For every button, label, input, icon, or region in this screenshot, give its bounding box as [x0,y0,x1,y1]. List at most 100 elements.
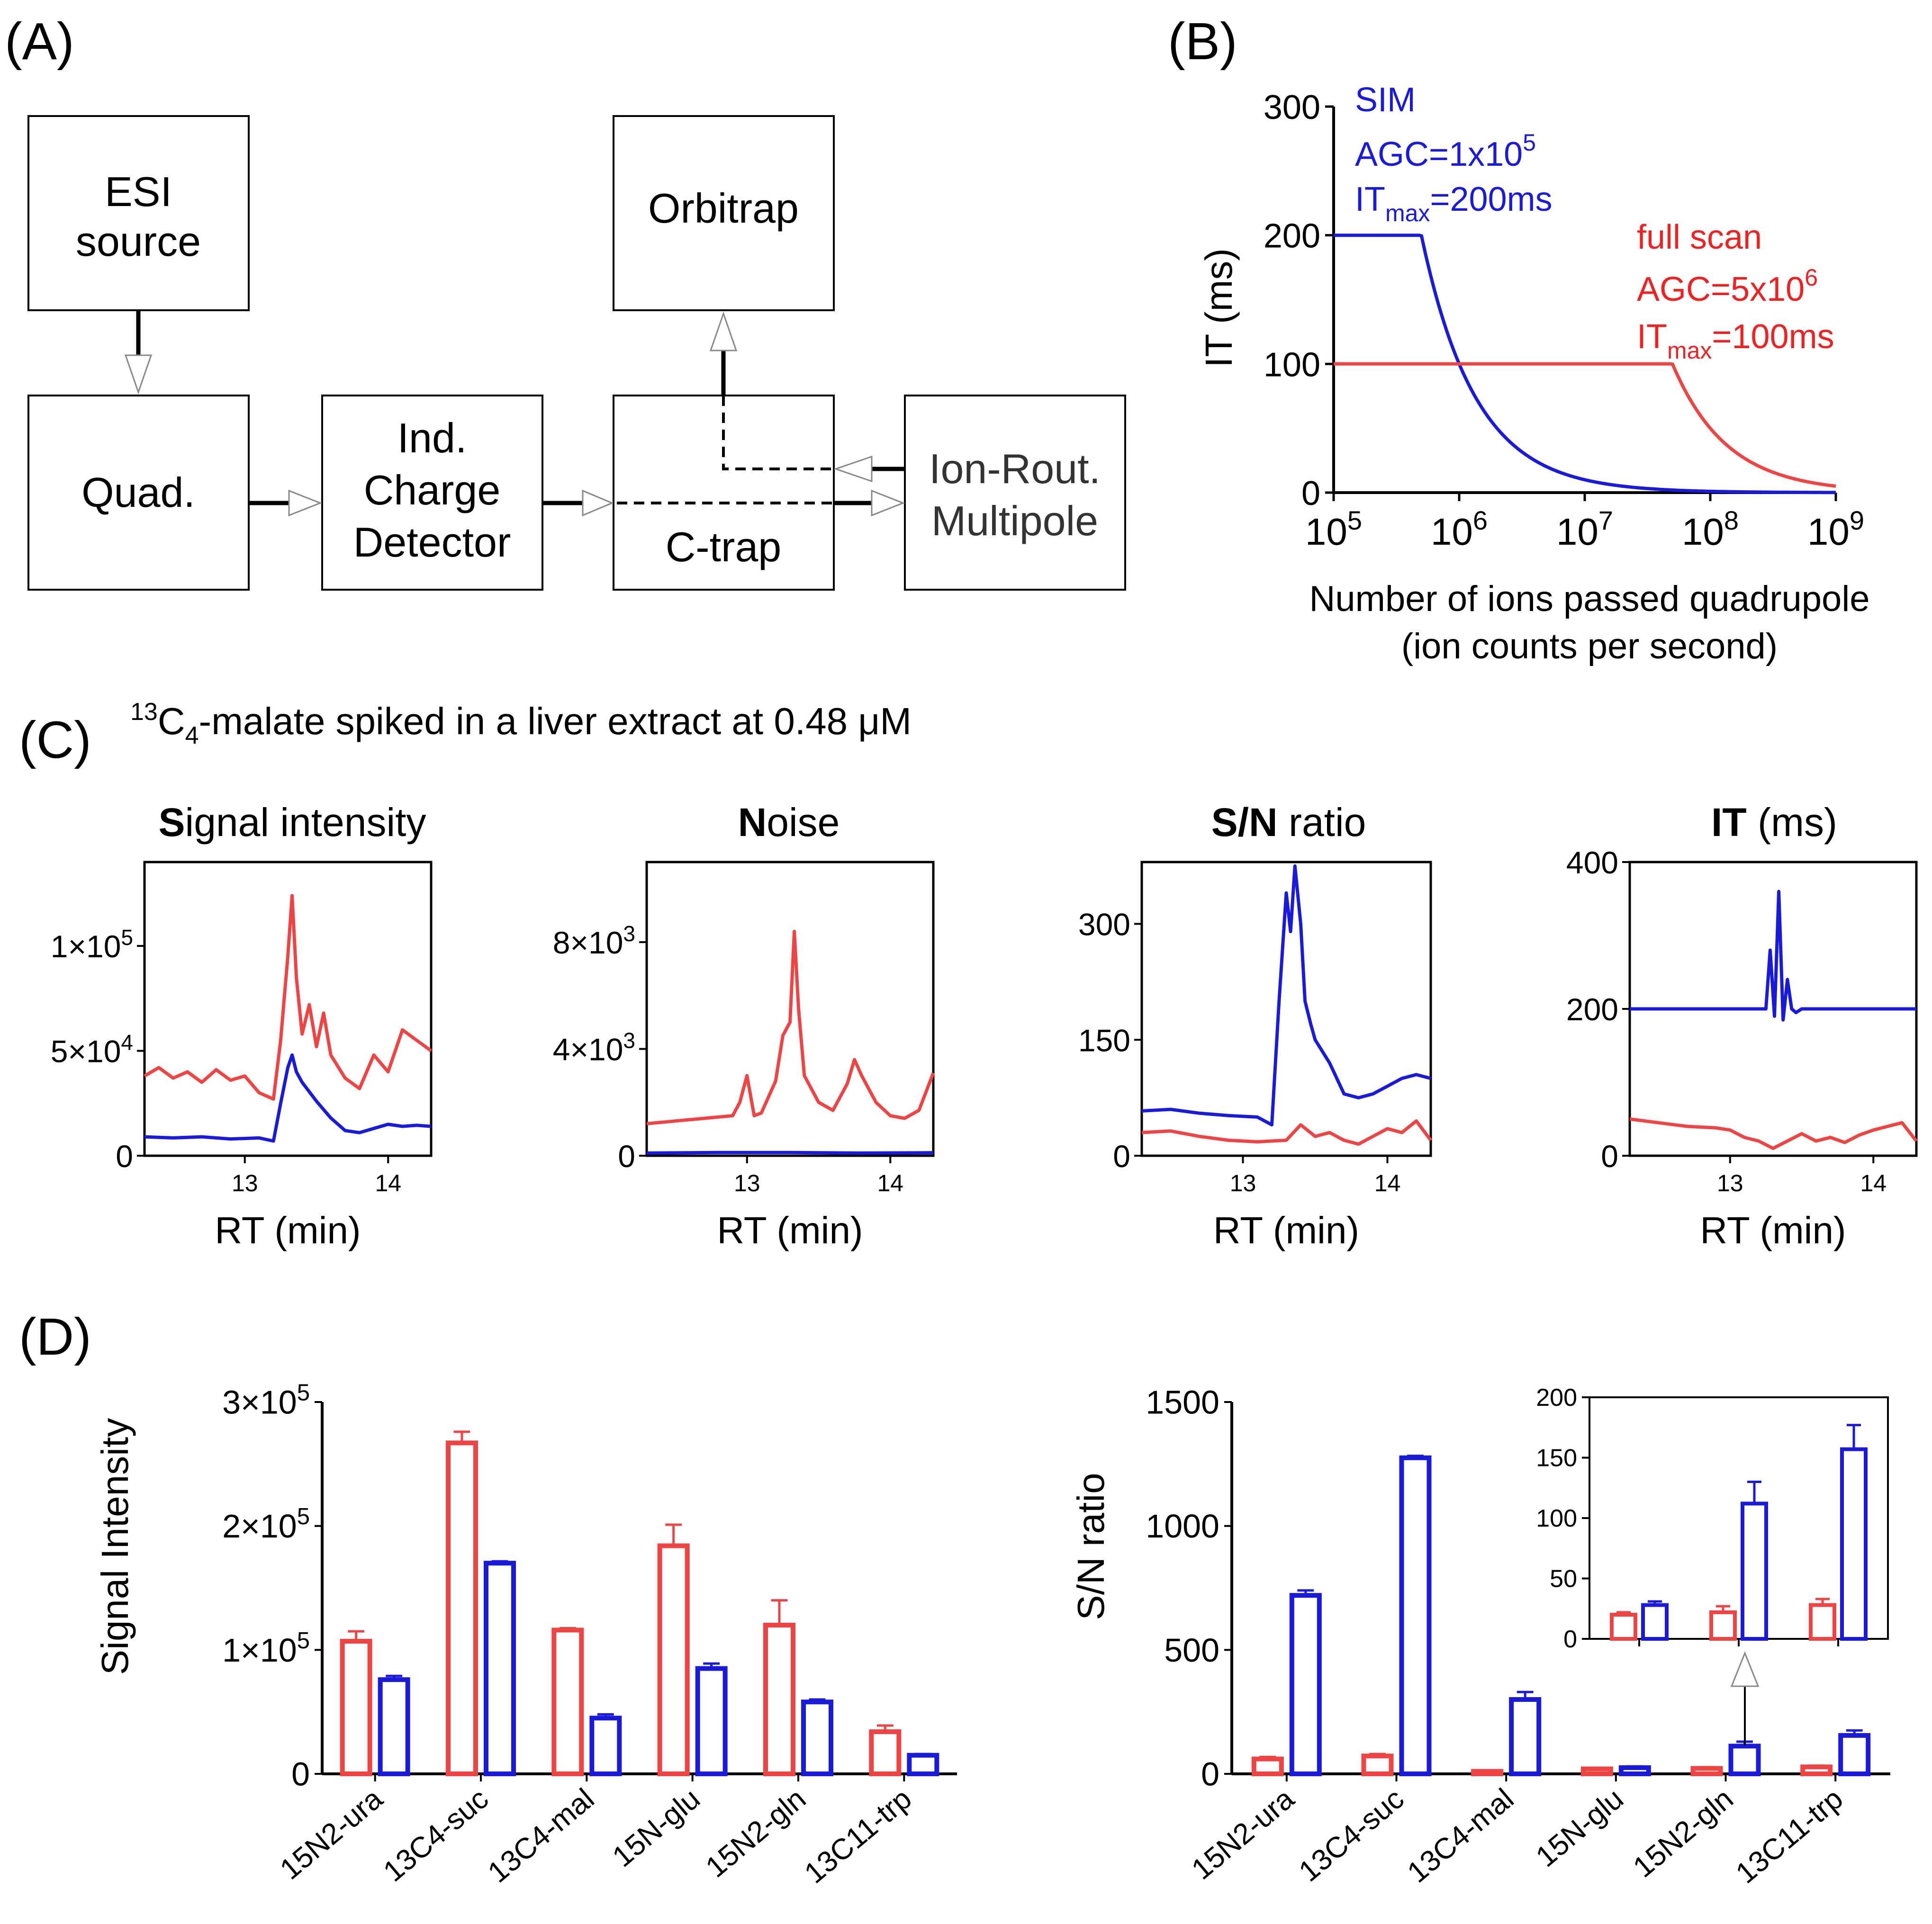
chart-chartD2-ytick-label: 1000 [1146,1508,1219,1545]
chart-4-ytick-label-main: 200 [1566,992,1618,1027]
bar-sim [801,1699,833,1777]
chart-4-title-rest: (ms) [1747,800,1837,845]
chart-2-ytick-label-main: 0 [618,1139,635,1174]
multipole-box [904,395,1126,591]
chart-chartD1-ytick-label-main: 3×10 [222,1384,297,1421]
chart-3-ytick-label-main: 0 [1113,1139,1130,1174]
chart-b-xtick-label-main: 10 [1807,511,1850,553]
sim-it-sub: max [1385,200,1430,226]
chart-1-ytick-label-main: 5×10 [51,1034,121,1069]
chart-chartD1-ytick-label-exp: 5 [297,1380,310,1406]
bar-sim [1399,1455,1432,1776]
chart-b-ytick-label: 300 [1264,89,1320,126]
full-annotation-name: full scan [1637,218,1762,256]
bar-fullscan [1361,1753,1394,1777]
bar-sim [695,1666,728,1776]
chart-chartD2-ytick-label-main: 500 [1164,1632,1219,1669]
chart-1-xtick-label: 14 [375,1170,401,1196]
chart-4-series-sim [1630,890,1916,1022]
multipole-label-line2: Multipole [931,497,1098,544]
sim-it-value: =200ms [1430,180,1552,218]
arrowhead-to-orbitrap [709,311,738,351]
arrowhead-to-multipole [871,489,905,517]
svg-text:AGC=1x105: AGC=1x105 [1355,129,1536,173]
chart-chartD2-category-label: 13C4-mal [1401,1782,1520,1889]
chart-3-ytick-label: 150 [1078,1023,1130,1058]
sn-ratio-chart: S/N ratio 0 150 300 13 14 RT (min) [1078,800,1432,1251]
bar-sim [907,1753,939,1776]
chart-3-xlabel: RT (min) [1213,1209,1359,1251]
chart-chartD2inset-ytick-label-main: 200 [1536,1384,1577,1412]
bar-fullscan [1800,1764,1833,1777]
chart-chartD1-category-label: 15N2-gln [700,1782,812,1884]
chart-b-xtick-label: 109 [1807,505,1864,553]
chart-1-ytick-label-exp: 4 [121,1030,133,1055]
chart-chartD1-ytick-label: 0 [291,1756,310,1793]
chart-4-title-bold: IT [1711,800,1747,845]
sim-agc-text: AGC=1x10 [1355,135,1523,173]
full-scan-annotation: full scan AGC=5x106 ITmax=100ms [1637,218,1834,364]
chart-3-title-bold: S/N [1211,800,1278,845]
arrowhead-back-to-ctrap [833,455,873,483]
chart-chartD2inset-ytick-label: 200 [1536,1384,1577,1412]
panel-label-a: (A) [5,12,74,71]
chart-b-ytick-label: 0 [1301,475,1320,512]
chart-4-ytick-label-main: 400 [1566,845,1618,880]
panel-label-d: (D) [19,1308,91,1366]
panel-label-c: (C) [19,711,91,769]
chart-1-series-sim [144,1053,432,1143]
chart-3-ytick-label-main: 150 [1078,1023,1130,1058]
bar-sim [378,1677,410,1776]
chart-2-series-sim [646,1151,934,1155]
chart-b-ylabel: IT (ms) [1198,248,1240,368]
chart-b-xtick-label-exp: 6 [1473,505,1488,535]
icd-label-line2: Charge [364,467,501,513]
bar-fullscan [446,1440,478,1777]
chart-4-title: IT (ms) [1711,800,1837,845]
chart-b-xtick-label-exp: 5 [1347,505,1362,535]
chart-1-xlabel: RT (min) [215,1209,361,1251]
bar-sim [1728,1744,1761,1777]
chart-1-ytick-label-main: 0 [116,1139,133,1174]
chart-3-title-rest: ratio [1278,800,1366,845]
chart-4-ytick-label: 200 [1566,992,1618,1027]
chart-b-series-sim [1334,234,1836,494]
svg-text:ITmax=200ms: ITmax=200ms [1355,180,1553,226]
chart-1-ytick-label: 5×104 [51,1030,133,1069]
chart-chartD1-category-label: 15N-glu [606,1782,706,1873]
chart-b-xtick-label: 107 [1556,505,1613,553]
panel-label-b: (B) [1168,12,1237,71]
bar-sim [589,1716,622,1776]
chart-chartD2-category-label: 13C11-trp [1730,1782,1849,1890]
chart-chartD1-category-label: 13C11-trp [798,1782,918,1890]
chart-b-xtick-label-main: 10 [1305,511,1347,553]
chart-4-series-fullscan [1629,1117,1918,1150]
sim-annotation: SIM AGC=1x105 ITmax=200ms [1355,81,1553,226]
chart-b-xlabel-line2: (ion counts per second) [1401,626,1778,666]
chart-1-frame [143,861,433,1157]
panel-c-title: 13C4-malate spiked in a liver extract at… [130,698,912,749]
full-it-text: IT [1637,318,1667,356]
multipole-label-line1: Ion-Rout. [929,445,1101,492]
chart-1-title-rest: ignal intensity [185,800,426,845]
panel-c-title-rest: -malate spiked in a liver extract at 0.4… [199,700,912,742]
signal-intensity-bar-chart: 01×1052×1053×10515N2-ura13C4-suc13C4-mal… [222,1380,957,1890]
chart-4-ytick-label-main: 0 [1601,1139,1618,1174]
bar-fullscan [763,1623,795,1776]
chart-4-ytick-label: 400 [1566,845,1618,880]
chart-2-title-bold: N [738,800,767,845]
chart-chartD1-ytick-label: 2×105 [222,1504,310,1545]
arrowhead-to-ctrap [582,489,614,517]
full-agc-exp: 6 [1805,264,1818,291]
bar-fullscan [1690,1766,1723,1776]
bar-sim [484,1561,516,1777]
chart-chartD2-category-label: 15N-glu [1530,1782,1630,1873]
chart-4-ytick-label: 0 [1601,1139,1618,1174]
chart-chartD2-category-label: 15N2-gln [1627,1782,1739,1884]
chart-3-title: S/N ratio [1211,800,1366,845]
chart-3-series-fullscan [1141,1119,1432,1146]
chart-b-xtick-label-exp: 7 [1598,505,1613,535]
chart-chartD1-category-label: 13C4-mal [482,1782,600,1889]
